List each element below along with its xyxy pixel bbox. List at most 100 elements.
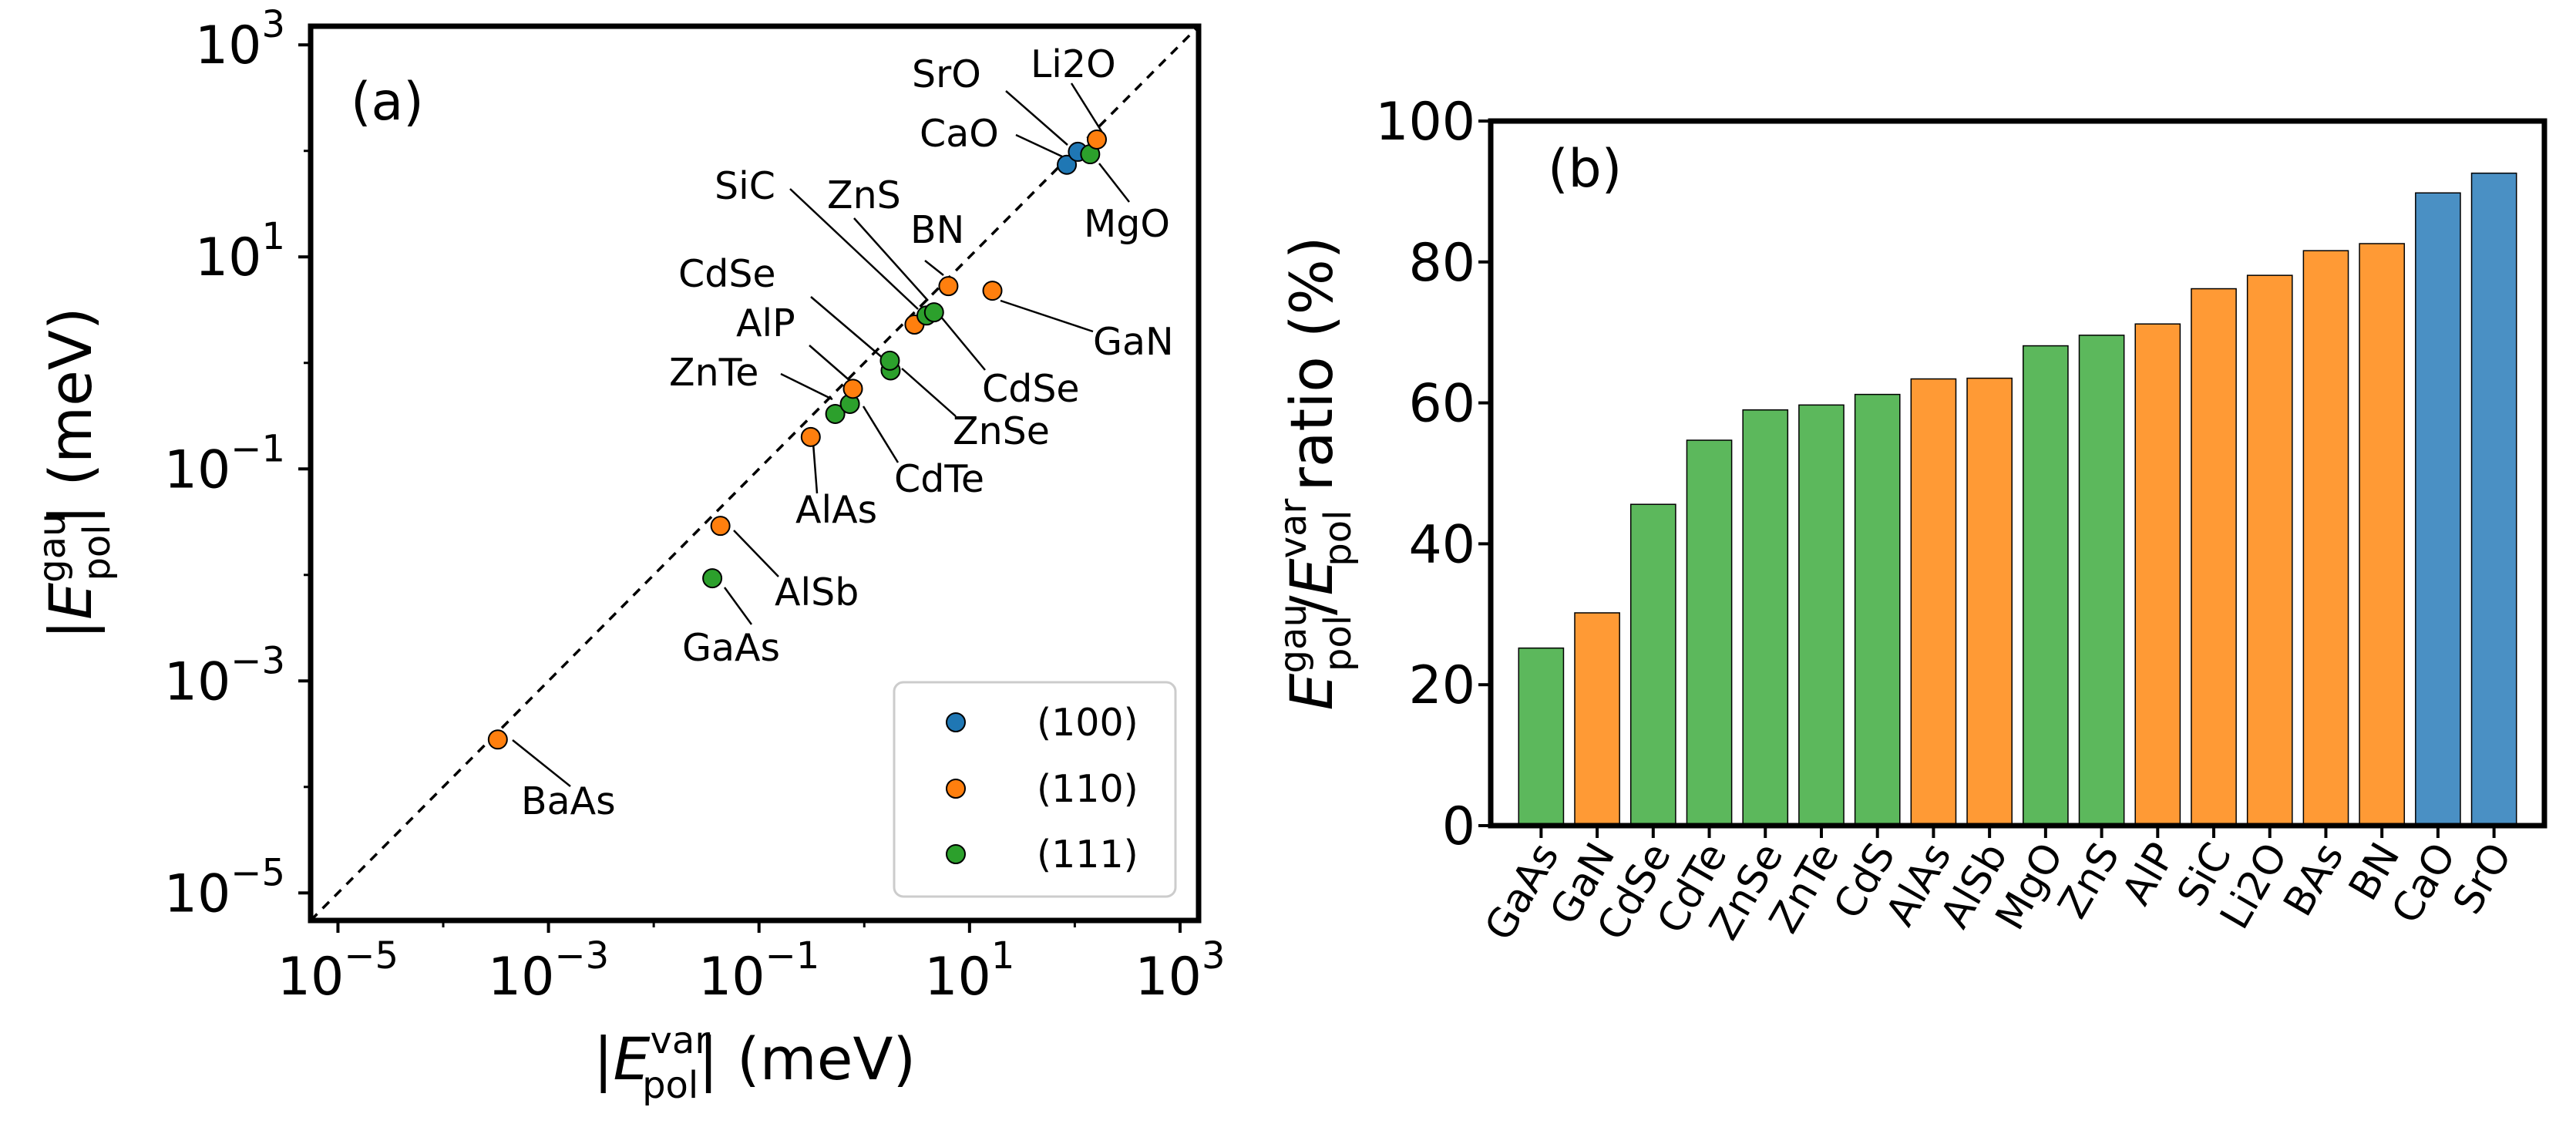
bar-category-labels: GaAsGaNCdSeCdTeZnSeZnTeCdSAlAsAlSbMgOZnS… bbox=[1476, 826, 2521, 948]
bar-znte bbox=[1798, 404, 1845, 826]
annotation-alas-arrow bbox=[812, 442, 819, 494]
bar-alas bbox=[1910, 378, 1957, 826]
annotation-gan-arrow bbox=[1000, 299, 1094, 333]
x-tick-label: 10−1 bbox=[698, 934, 819, 1008]
bar-y-tick-label-60: 60 bbox=[1408, 374, 1475, 435]
point-alsb-2 bbox=[710, 516, 731, 537]
bar-cdse bbox=[1629, 503, 1676, 826]
category-label-alp: AlP bbox=[2114, 836, 2185, 913]
category-label-zns: ZnS bbox=[2050, 836, 2129, 927]
annotation-cdse-right: CdSe bbox=[982, 367, 1080, 411]
legend-label-100: (100) bbox=[1037, 701, 1138, 745]
annotation-cdse-right-arrow bbox=[940, 315, 986, 371]
category-label-bas: BAs bbox=[2275, 836, 2353, 924]
x-tick-label: 103 bbox=[1135, 934, 1225, 1008]
bar-y-axis-label: Egaupol/Evarpol ratio (%) bbox=[1272, 237, 1360, 711]
bar-gan bbox=[1574, 612, 1620, 826]
bar-y-tick-label-0: 0 bbox=[1442, 796, 1475, 857]
annotation-cao: CaO bbox=[920, 112, 999, 156]
annotation-cdse-left-arrow bbox=[810, 296, 884, 359]
x-axis-ticks: 10−5 10−3 10−1 101 103 bbox=[277, 920, 1225, 1008]
annotation-alas: AlAs bbox=[795, 488, 877, 532]
y-tick-label: 103 bbox=[195, 3, 285, 76]
annotation-bn: BN bbox=[910, 208, 964, 252]
bar-sic bbox=[2191, 288, 2237, 826]
point-gaas-1 bbox=[702, 568, 723, 589]
bar-y-tick-label-40: 40 bbox=[1408, 514, 1475, 575]
identity-diagonal-line bbox=[309, 25, 1200, 922]
bar-sro bbox=[2470, 172, 2517, 826]
y-tick-label: 10−1 bbox=[164, 427, 285, 500]
bar-alp bbox=[2134, 323, 2181, 826]
annotation-gaas-a: GaAs bbox=[682, 626, 780, 670]
legend-marker-111 bbox=[946, 844, 966, 864]
point-baas-0 bbox=[487, 729, 508, 750]
bar-zns bbox=[2078, 335, 2125, 826]
point-znte-4 bbox=[825, 403, 846, 424]
point-alas-3 bbox=[800, 426, 821, 447]
category-label-sro: SrO bbox=[2444, 836, 2521, 923]
y-tick-label: 101 bbox=[195, 215, 285, 288]
bar-cds bbox=[1854, 393, 1901, 826]
annotation-znse: ZnSe bbox=[953, 409, 1050, 453]
annotation-znte: ZnTe bbox=[669, 351, 758, 395]
point-li2o-17 bbox=[1087, 129, 1108, 150]
bar-cdte bbox=[1686, 439, 1733, 826]
point-cdse-8 bbox=[879, 350, 900, 371]
annotation-gan: GaN bbox=[1093, 320, 1174, 364]
bar-plot-frame bbox=[1488, 118, 2547, 829]
bar-cao bbox=[2415, 192, 2461, 826]
point-gan-13 bbox=[982, 281, 1003, 301]
scatter-plot-frame bbox=[308, 23, 1202, 924]
bar-alsb bbox=[1966, 377, 2013, 826]
annotation-zns-arrow bbox=[853, 217, 929, 301]
panel-b-label: (b) bbox=[1548, 139, 1622, 200]
annotation-znte-arrow bbox=[780, 372, 833, 401]
bar-bn bbox=[2359, 243, 2406, 826]
point-mgo-11 bbox=[923, 302, 944, 323]
bar-mgo bbox=[2023, 345, 2069, 826]
annotation-mgo-top-arrow bbox=[1098, 163, 1130, 203]
point-alp-6 bbox=[842, 379, 863, 399]
bar-znse bbox=[1742, 409, 1789, 826]
y-tick-label: 10−5 bbox=[164, 851, 285, 924]
annotation-alsb-arrow bbox=[733, 530, 779, 577]
annotation-li2o-arrow bbox=[1070, 82, 1105, 136]
scatter-panel: 10−5 10−3 10−1 101 103 10−5 10−3 10−1 101 103 Sr… bbox=[31, 3, 1225, 1107]
annotation-znse-arrow bbox=[901, 368, 957, 417]
scatter-y-axis-label: |Egaupol| (meV) bbox=[31, 308, 119, 640]
bars bbox=[1518, 172, 2517, 826]
annotation-alp-arrow bbox=[809, 345, 852, 382]
annotation-baas-arrow bbox=[512, 739, 571, 787]
point-cao-14 bbox=[1057, 154, 1078, 175]
annotation-gaas-a-arrow bbox=[723, 587, 753, 625]
legend-marker-110 bbox=[946, 779, 966, 799]
x-tick-label: 10−3 bbox=[488, 934, 609, 1008]
bar-gaas bbox=[1518, 647, 1565, 826]
annotation-cao-arrow bbox=[1015, 133, 1063, 158]
y-tick-label: 10−3 bbox=[164, 639, 285, 712]
bar-bas bbox=[2302, 250, 2349, 826]
annotation-sro-arrow bbox=[1005, 90, 1068, 146]
scatter-points bbox=[487, 129, 1108, 750]
legend-marker-100 bbox=[946, 712, 966, 732]
annotation-bn-arrow bbox=[924, 260, 944, 276]
annotation-cdte: CdTe bbox=[894, 457, 984, 501]
bar-y-tick-label-80: 80 bbox=[1408, 233, 1475, 294]
point-annotations: SrO Li2O CaO MgO SiC ZnS BN CdSe GaN AlP… bbox=[512, 42, 1174, 823]
bar-y-tick-label-20: 20 bbox=[1408, 655, 1475, 716]
y-axis-ticks: 10−5 10−3 10−1 101 103 bbox=[164, 3, 311, 924]
bar-panel: 0 20 40 60 80 100 GaAsGaNCdSeCdTeZnSeZnTeCdSA… bbox=[1272, 92, 2547, 948]
annotation-sic-arrow bbox=[789, 188, 919, 310]
annotation-baas: BaAs bbox=[521, 779, 616, 823]
bar-y-axis-ticks: 0 20 40 60 80 100 bbox=[1375, 92, 1491, 857]
legend-box bbox=[893, 681, 1177, 898]
point-bn-12 bbox=[938, 276, 959, 297]
legend-label-111: (111) bbox=[1037, 833, 1138, 877]
x-tick-label: 10−5 bbox=[277, 934, 399, 1008]
bar-y-tick-label-100: 100 bbox=[1375, 92, 1475, 153]
annotation-cdse-left: CdSe bbox=[678, 252, 776, 296]
annotation-cdte-arrow bbox=[862, 405, 900, 463]
bar-li2o bbox=[2246, 274, 2293, 826]
